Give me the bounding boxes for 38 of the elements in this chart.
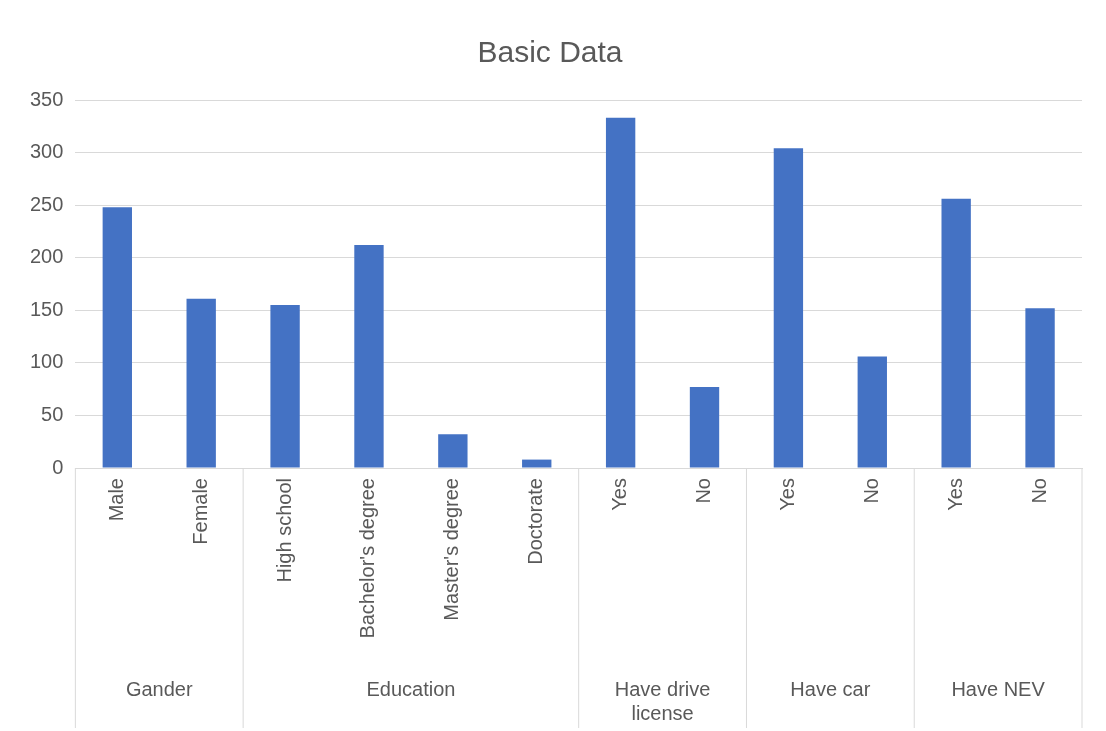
chart-title: Basic Data	[477, 35, 623, 69]
x-tick-label: High school	[272, 478, 295, 583]
bar	[941, 198, 971, 468]
x-tick-label: No	[692, 478, 715, 504]
text: Gander	[125, 677, 193, 700]
y-tick-label: 300	[29, 140, 64, 163]
bar	[605, 117, 636, 468]
bar	[857, 356, 887, 468]
bar	[1025, 308, 1055, 468]
bar	[773, 148, 804, 468]
bar	[186, 298, 216, 468]
bar	[102, 207, 132, 468]
x-tick-label: No	[859, 478, 882, 504]
text: Have car	[790, 677, 871, 700]
y-tick-label: 100	[29, 350, 64, 373]
x-tick-label: Yes	[608, 478, 631, 511]
bar	[270, 305, 300, 468]
x-tick-label: No	[1027, 478, 1050, 504]
text: Have drive license	[614, 677, 711, 724]
x-tick-label: Master's degree	[440, 478, 463, 621]
bar	[354, 245, 384, 468]
x-tick-label: Male	[104, 478, 127, 522]
x-tick-label: Female	[188, 478, 211, 545]
bar	[438, 434, 468, 468]
y-tick-label: 250	[29, 192, 64, 215]
y-tick-label: 200	[29, 245, 64, 268]
x-tick-label: Yes	[775, 478, 798, 511]
bar	[522, 459, 552, 468]
x-tick-label: Doctorate	[524, 478, 547, 565]
x-tick-label: Bachelor's degree	[356, 478, 379, 639]
bar	[689, 387, 720, 468]
y-tick-label: 0	[52, 455, 64, 478]
y-tick-label: 50	[41, 402, 64, 425]
x-tick-label: Yes	[943, 478, 966, 511]
y-tick-label: 350	[29, 87, 64, 110]
text: Have NEV	[951, 677, 1046, 700]
y-tick-label: 150	[29, 297, 64, 320]
text: Education	[366, 677, 456, 700]
